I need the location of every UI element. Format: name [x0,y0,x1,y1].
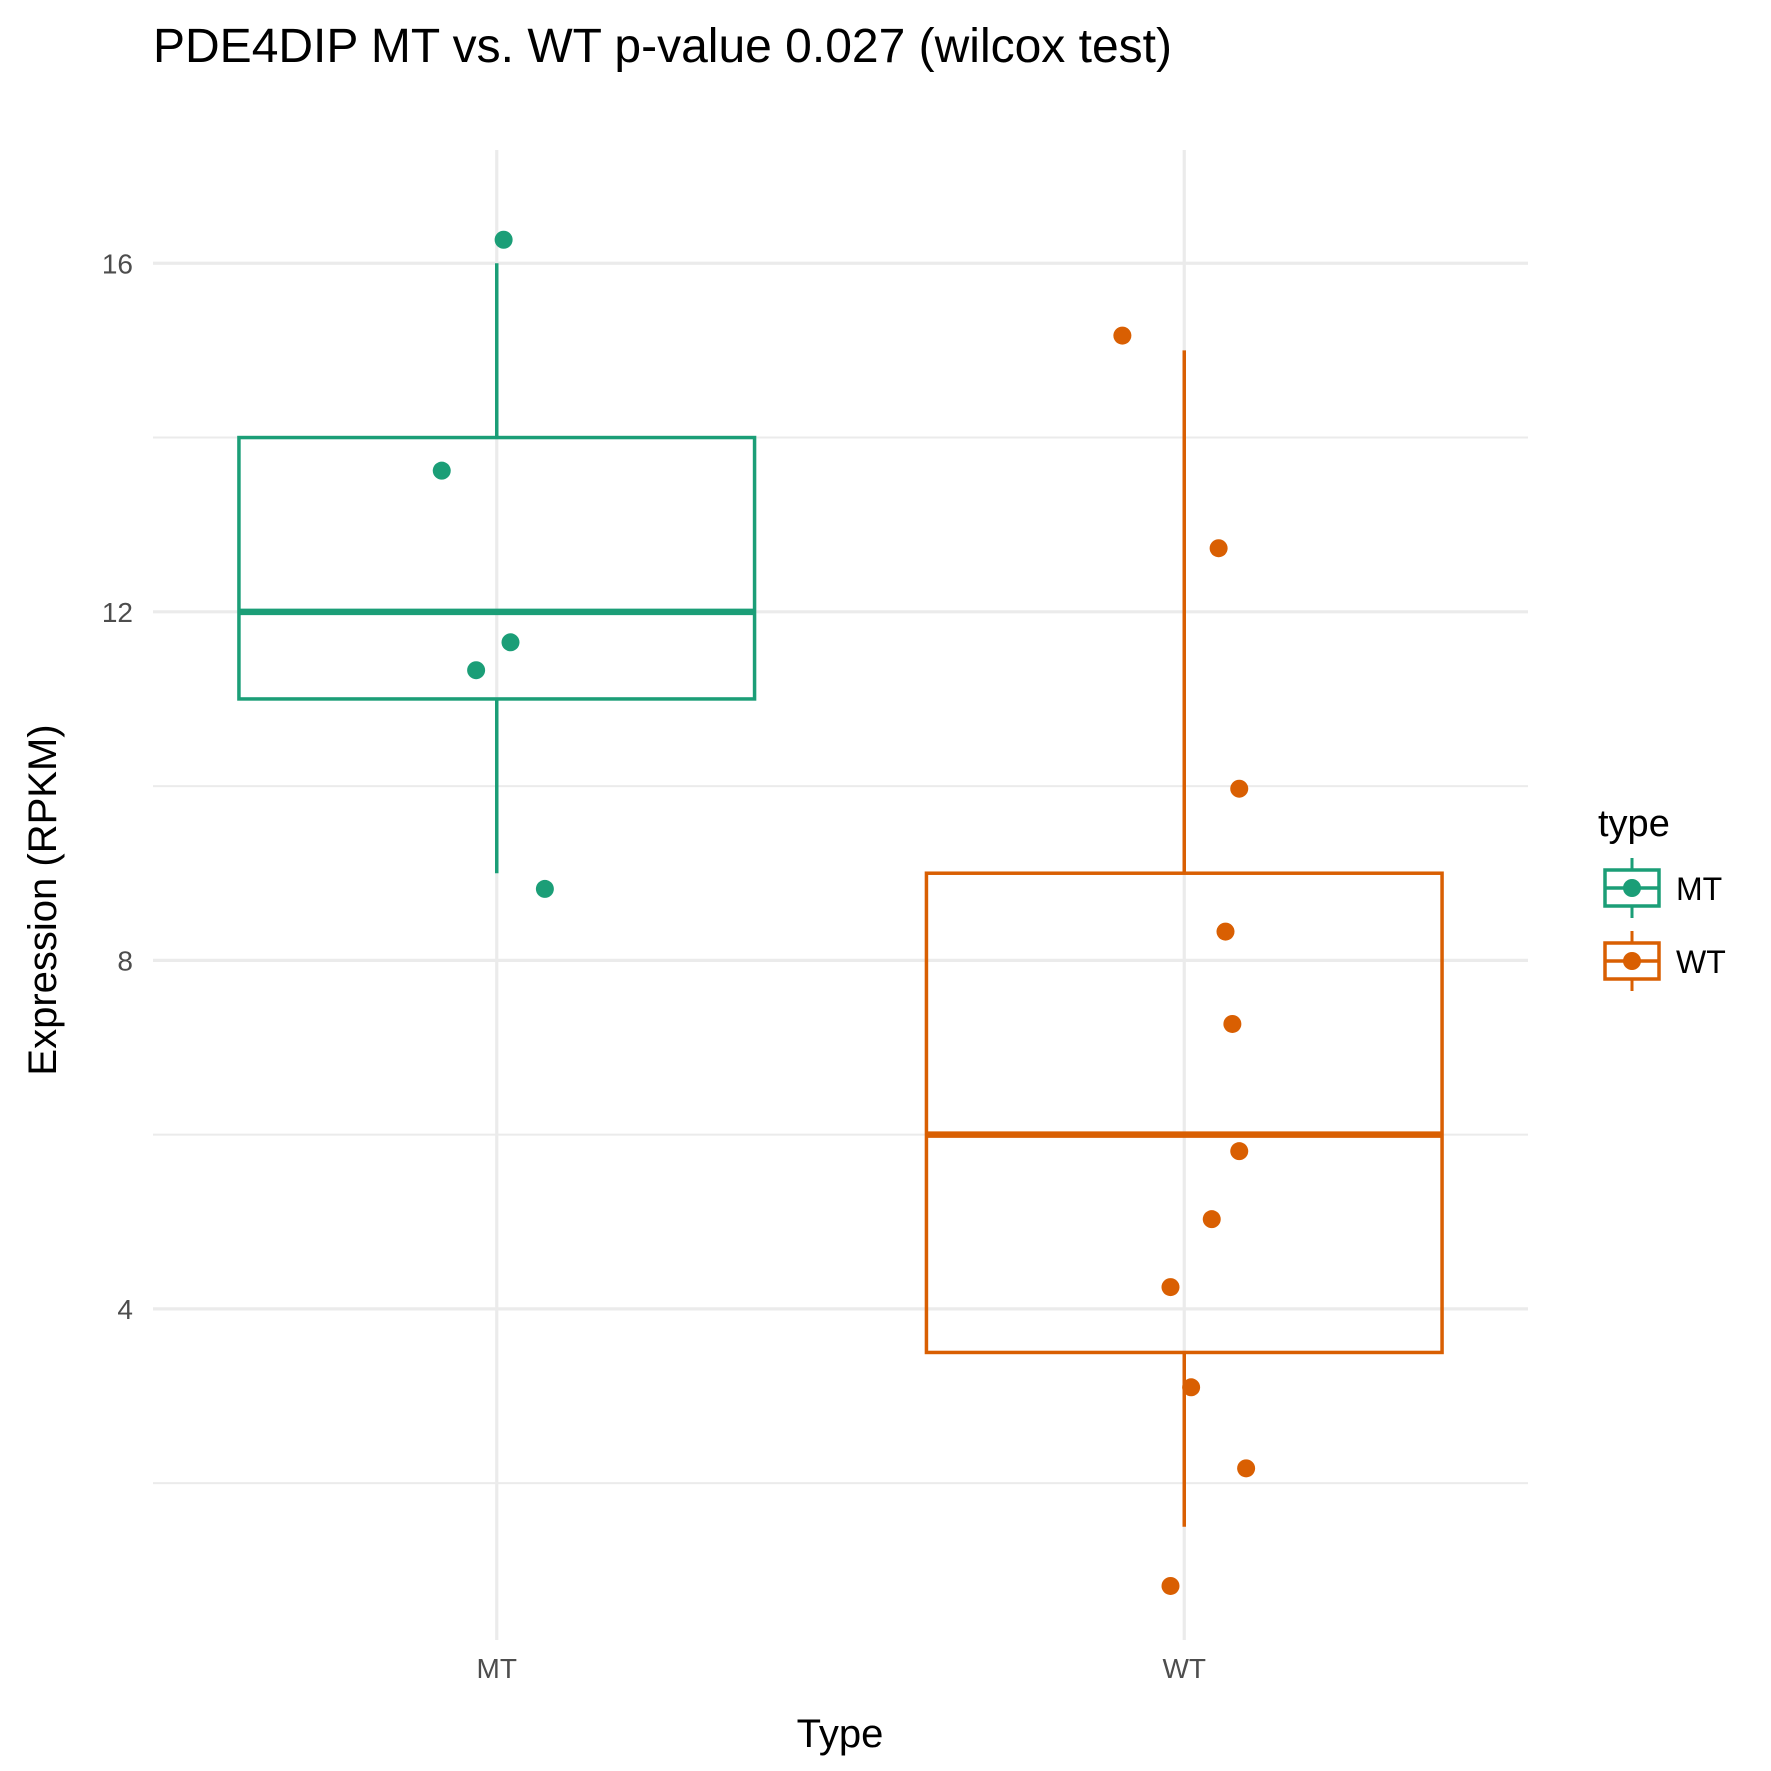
legend-label: WT [1676,944,1726,980]
box-body [924,871,1444,1355]
legend-key-point [1623,879,1641,897]
y-axis-ticks: 4 8 12 16 [102,248,133,1325]
x-tick-label: MT [477,1653,517,1684]
data-point-wt [1230,1142,1249,1161]
y-tick-label: 12 [102,597,133,628]
data-point-mt [432,461,451,480]
gridlines [153,150,1528,1640]
y-tick-label: 4 [117,1294,133,1325]
box-body [237,435,757,701]
data-point-wt [1182,1378,1201,1397]
boxes [237,263,1444,1527]
data-point-mt [494,230,513,249]
data-point-wt [1230,779,1249,798]
data-point-wt [1161,1576,1180,1595]
box-wt [924,350,1444,1527]
data-point-wt [1202,1210,1221,1229]
data-point-mt [501,633,520,652]
legend-item-wt: WT [1603,931,1726,991]
y-axis-title: Expression (RPKM) [21,724,65,1075]
data-point-wt [1237,1459,1256,1478]
legend-title: type [1598,803,1670,845]
data-point-wt [1161,1278,1180,1297]
data-point-wt [1223,1014,1242,1033]
x-axis-ticks: MT WT [477,1653,1206,1684]
x-tick-label: WT [1162,1653,1206,1684]
data-point-mt [535,879,554,898]
data-point-wt [1209,539,1228,558]
chart-title: PDE4DIP MT vs. WT p-value 0.027 (wilcox … [153,20,1172,73]
data-point-wt [1113,326,1132,345]
data-point-mt [467,661,486,680]
data-points [432,230,1256,1595]
y-tick-label: 16 [102,248,133,279]
legend-label: MT [1676,871,1722,907]
data-point-wt [1216,922,1235,941]
box-mt [237,263,757,874]
y-tick-label: 8 [117,945,133,976]
legend-item-mt: MT [1603,858,1722,918]
legend-key-point [1623,952,1641,970]
x-axis-title: Type [797,1712,884,1756]
